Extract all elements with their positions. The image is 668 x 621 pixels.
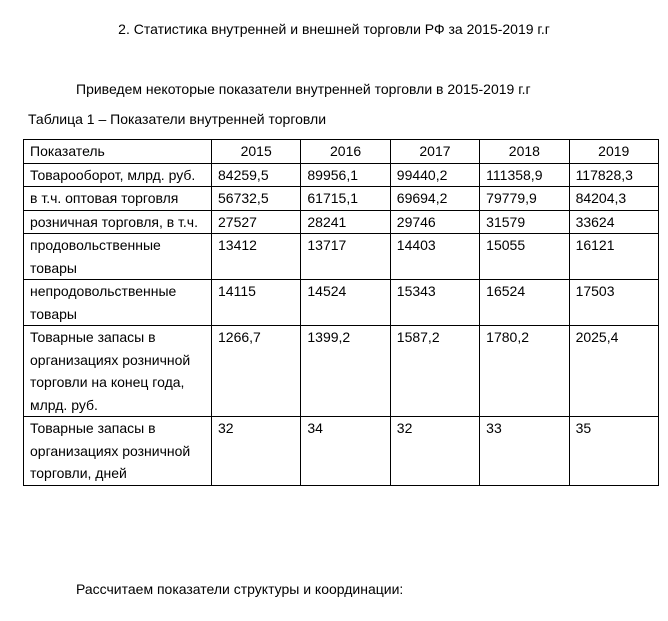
section-heading: 2. Статистика внутренней и внешней торго… <box>118 21 550 37</box>
table-cell: 84204,3 <box>568 186 659 211</box>
table-cell: 61715,1 <box>300 186 391 211</box>
table-cell: 89956,1 <box>300 162 391 187</box>
row-label: непродовольственные товары <box>23 279 212 326</box>
table-cell: 31579 <box>479 209 570 234</box>
table-cell: 2025,4 <box>568 325 659 417</box>
table-header-row: Показатель 2015 2016 2017 2018 2019 <box>23 139 659 164</box>
table-cell: 34 <box>300 416 391 486</box>
intro-paragraph: Приведем некоторые показатели внутренней… <box>76 81 531 97</box>
header-indicator: Показатель <box>23 139 212 164</box>
row-label: Товарооборот, млрд. руб. <box>23 162 212 187</box>
table-row: Товарные запасы в организациях розничной… <box>23 325 659 417</box>
table-cell: 17503 <box>568 279 659 326</box>
table-cell: 15343 <box>389 279 481 326</box>
table-cell: 32 <box>389 416 481 486</box>
header-year-2015: 2015 <box>210 139 302 164</box>
table-cell: 14524 <box>300 279 391 326</box>
table-cell: 15055 <box>479 233 570 280</box>
table-cell: 28241 <box>300 209 391 234</box>
header-year-2018: 2018 <box>479 139 570 164</box>
table-row: Товарооборот, млрд. руб. 84259,5 89956,1… <box>23 162 659 187</box>
table-row: непродовольственные товары 14115 14524 1… <box>23 279 659 326</box>
row-label: Товарные запасы в организациях розничной… <box>23 325 212 417</box>
table-cell: 29746 <box>389 209 481 234</box>
table-cell: 1780,2 <box>479 325 570 417</box>
row-label: в т.ч. оптовая торговля <box>23 186 212 211</box>
table-cell: 79779,9 <box>479 186 570 211</box>
header-year-2017: 2017 <box>389 139 481 164</box>
table-cell: 1266,7 <box>210 325 302 417</box>
closing-paragraph: Рассчитаем показатели структуры и коорди… <box>76 581 404 597</box>
table-cell: 16524 <box>479 279 570 326</box>
table-row: розничная торговля, в т.ч. 27527 28241 2… <box>23 209 659 234</box>
table-row: продовольственные товары 13412 13717 144… <box>23 233 659 280</box>
table-cell: 117828,3 <box>568 162 659 187</box>
table-cell: 13717 <box>300 233 391 280</box>
table-cell: 14403 <box>389 233 481 280</box>
header-year-2016: 2016 <box>300 139 391 164</box>
table-cell: 35 <box>568 416 659 486</box>
table-cell: 32 <box>210 416 302 486</box>
table-cell: 14115 <box>210 279 302 326</box>
row-label: продовольственные товары <box>23 233 212 280</box>
table-cell: 111358,9 <box>479 162 570 187</box>
table-cell: 99440,2 <box>389 162 481 187</box>
table-cell: 16121 <box>568 233 659 280</box>
table-row: Товарные запасы в организациях розничной… <box>23 416 659 486</box>
table-cell: 27527 <box>210 209 302 234</box>
row-label: розничная торговля, в т.ч. <box>23 209 212 234</box>
trade-indicators-table: Показатель 2015 2016 2017 2018 2019 Това… <box>23 139 659 486</box>
table-caption: Таблица 1 – Показатели внутренней торгов… <box>28 111 327 127</box>
table-cell: 13412 <box>210 233 302 280</box>
table-cell: 33 <box>479 416 570 486</box>
header-year-2019: 2019 <box>568 139 659 164</box>
table-cell: 1399,2 <box>300 325 391 417</box>
table-cell: 56732,5 <box>210 186 302 211</box>
table-cell: 69694,2 <box>389 186 481 211</box>
row-label: Товарные запасы в организациях розничной… <box>23 416 212 486</box>
table-row: в т.ч. оптовая торговля 56732,5 61715,1 … <box>23 186 659 211</box>
table-cell: 1587,2 <box>389 325 481 417</box>
table-cell: 33624 <box>568 209 659 234</box>
table-cell: 84259,5 <box>210 162 302 187</box>
